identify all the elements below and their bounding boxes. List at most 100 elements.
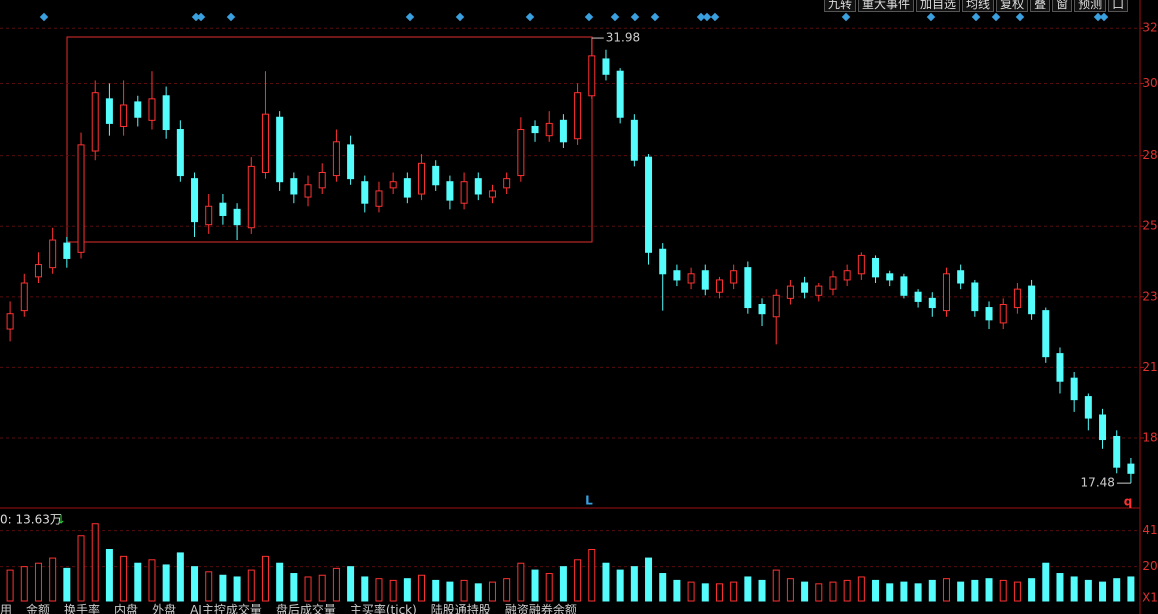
candle-body [290, 178, 298, 195]
volume-bar [985, 578, 993, 602]
volume-bar [77, 535, 85, 602]
candle-body [730, 270, 738, 284]
event-marker [702, 12, 712, 22]
volume-bar [886, 583, 894, 602]
candle-body [602, 58, 610, 75]
candle-body [1056, 353, 1064, 382]
candle-body [701, 270, 709, 290]
candle-body [219, 202, 227, 216]
volume-bar [630, 566, 638, 602]
candle-body [318, 172, 326, 189]
volume-bar [1084, 579, 1092, 602]
volume-bar [928, 579, 936, 602]
tab[interactable]: 陆股通持股 [430, 603, 491, 614]
volume-bar [261, 555, 269, 602]
candle-body [531, 125, 539, 134]
candle-body [49, 239, 57, 269]
tab[interactable]: 融资融券余额 [504, 603, 577, 614]
volume-bar [715, 583, 723, 602]
tab[interactable]: 金额 [26, 603, 51, 614]
volume-bar [772, 569, 780, 602]
volume-bar [574, 559, 582, 602]
candle-body [1013, 288, 1021, 309]
candle-body [1042, 310, 1050, 358]
candle-body [432, 165, 440, 186]
candle-body [1028, 285, 1036, 315]
candle-body [900, 276, 908, 296]
event-marker [710, 12, 720, 22]
candle-body [205, 205, 213, 226]
tab[interactable]: 换手率 [64, 603, 101, 614]
volume-bar [971, 579, 979, 602]
toolbar-button[interactable]: 叠 [1030, 0, 1051, 12]
candle-body [120, 104, 128, 127]
volume-bar [276, 562, 284, 602]
volume-bar [1070, 576, 1078, 602]
toolbar-button[interactable]: 口 [1108, 0, 1129, 12]
candle-body [829, 276, 837, 290]
candle-body [418, 162, 426, 195]
candle-body [815, 285, 823, 296]
volume-bar [418, 574, 426, 602]
volume-label: 0: 13.63万 [0, 513, 62, 527]
volume-bar [602, 562, 610, 602]
candle-body [148, 98, 156, 121]
tab[interactable]: AI主控成交量 [190, 603, 262, 614]
candle-body [1084, 396, 1092, 419]
volume-bar [701, 583, 709, 602]
candle-body [20, 282, 28, 312]
low-label: 17.48 [1081, 476, 1115, 490]
volume-bar [758, 579, 766, 602]
event-marker [226, 12, 236, 22]
volume-bar [361, 576, 369, 602]
volume-bar [49, 557, 57, 602]
volume-bar [205, 571, 213, 602]
candle-body [985, 307, 993, 321]
tab[interactable]: 用 [0, 603, 13, 614]
toolbar-button[interactable]: 窗 [1052, 0, 1073, 12]
y-tick-label: 21 [1142, 360, 1157, 374]
event-marker [630, 12, 640, 22]
volume-bar [318, 574, 326, 602]
candle-body [715, 279, 723, 293]
event-marker [39, 12, 49, 22]
candle-body [886, 273, 894, 281]
volume-bar [375, 578, 383, 602]
candle-body [276, 116, 284, 183]
volume-bar [815, 583, 823, 602]
candle-body [403, 178, 411, 198]
toolbar-button[interactable]: 均线 [962, 0, 995, 12]
volume-bar [1028, 578, 1036, 602]
volume-bar [999, 579, 1007, 602]
volume-bar [290, 573, 298, 602]
candle-body [375, 190, 383, 207]
tab[interactable]: 盘后成交量 [275, 603, 336, 614]
tab[interactable]: 外盘 [152, 603, 177, 614]
candle-body [6, 313, 14, 330]
toolbar-button[interactable]: 九转 [824, 0, 857, 12]
candle-body [191, 178, 199, 223]
event-marker [455, 12, 465, 22]
volume-bar [843, 579, 851, 602]
tab[interactable]: 内盘 [114, 603, 139, 614]
toolbar-button[interactable]: 加自选 [916, 0, 961, 12]
y-tick-label: 25 [1142, 219, 1157, 233]
candle-body [1113, 435, 1121, 468]
volume-bar [120, 555, 128, 602]
candle-body [659, 248, 667, 275]
y-tick-label: 20 [1142, 559, 1157, 573]
tab[interactable]: 主买率(tick) [349, 603, 417, 614]
toolbar-button[interactable]: 预测 [1074, 0, 1107, 12]
volume-bar [645, 557, 653, 602]
candle-body [616, 70, 624, 118]
volume-bar [559, 566, 567, 602]
volume-bar [659, 573, 667, 602]
volume-bar [20, 566, 28, 602]
candle-body [872, 257, 880, 278]
candle-body [347, 144, 355, 180]
event-marker [650, 12, 660, 22]
toolbar-button[interactable]: 复权 [996, 0, 1029, 12]
volume-bar [233, 576, 241, 602]
toolbar-button[interactable]: 重大事件 [858, 0, 915, 12]
